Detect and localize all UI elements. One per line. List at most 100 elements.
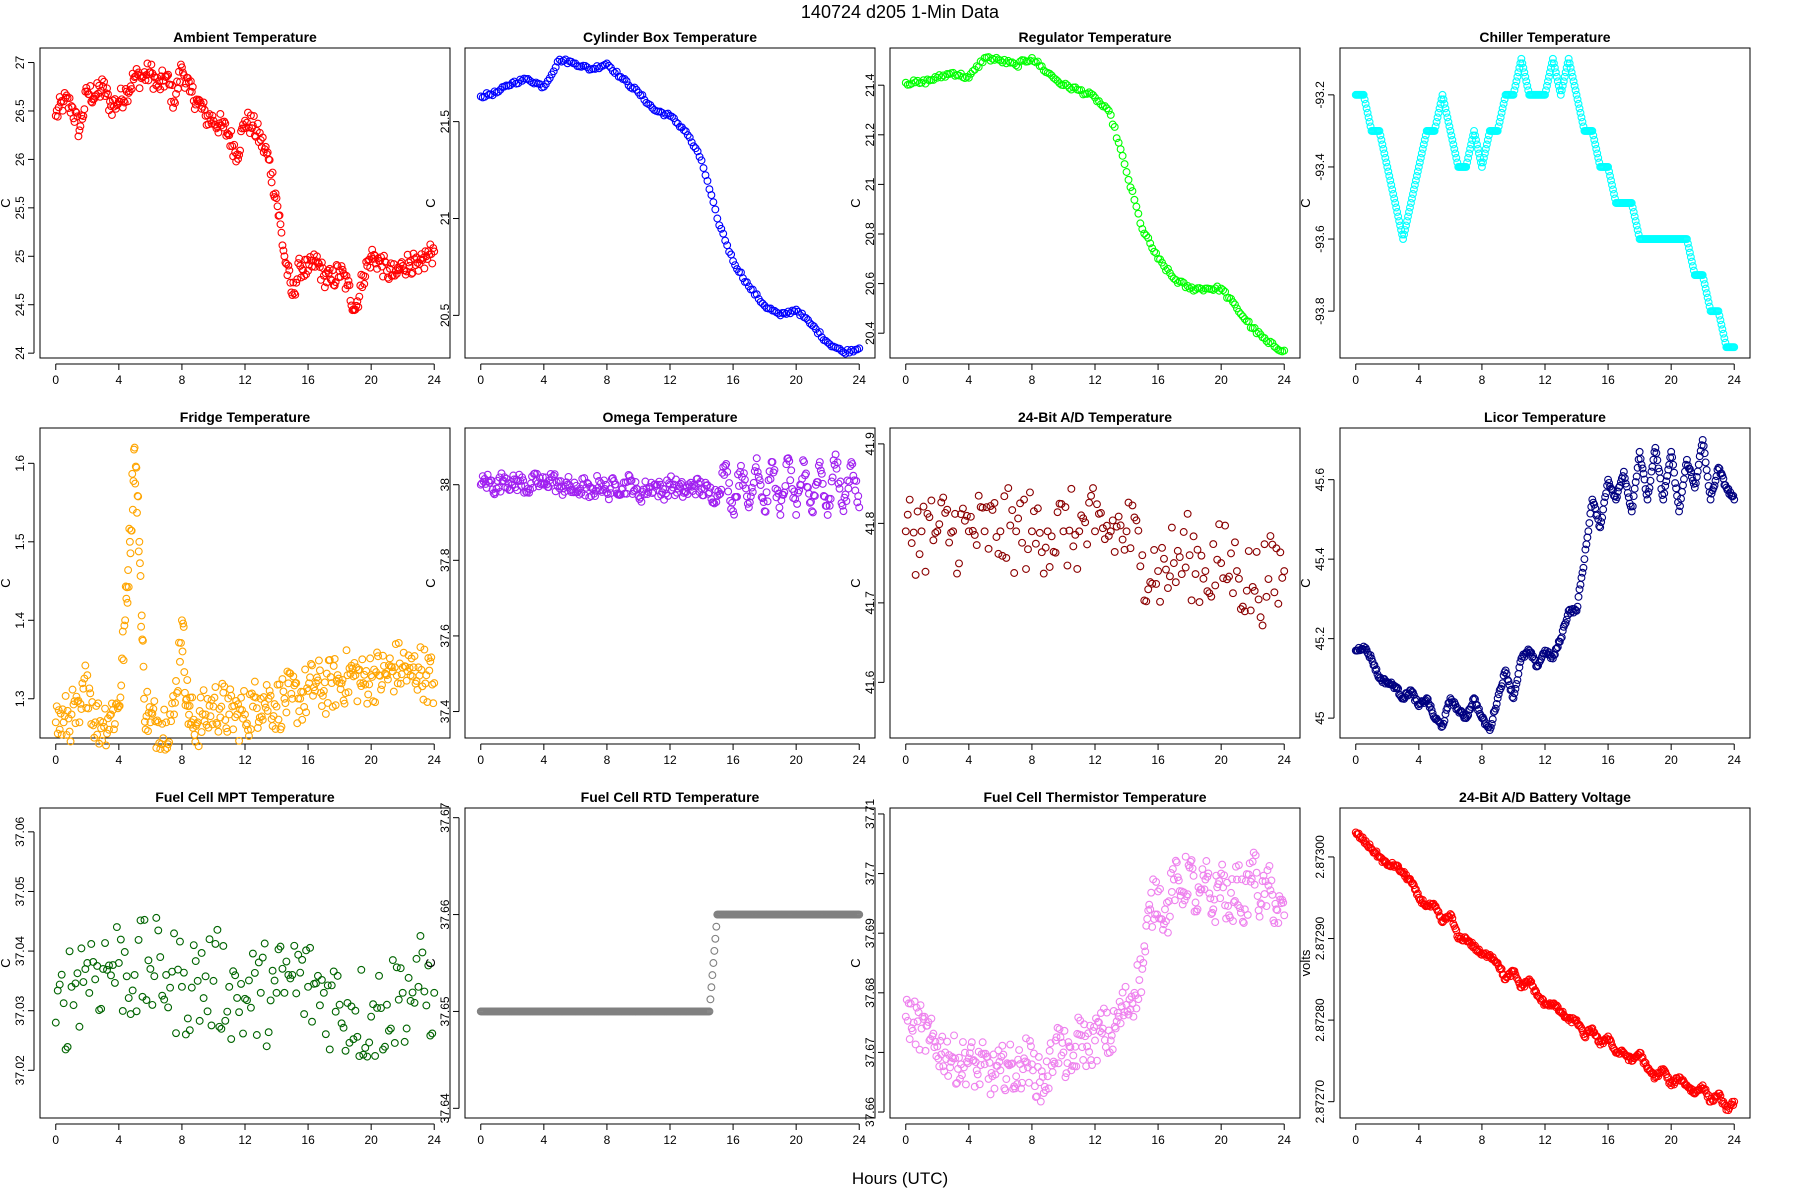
data-point-fill (208, 111, 217, 120)
plot-frame (1339, 807, 1751, 1119)
data-point-fill (384, 1026, 393, 1035)
data-point-fill (381, 1042, 389, 1051)
data-point-fill (400, 1037, 409, 1046)
data-point-fill (1139, 958, 1148, 967)
data-point-fill (325, 655, 334, 664)
data-point-fill (349, 672, 358, 681)
data-point-fill (1211, 284, 1220, 293)
data-point-fill (707, 191, 716, 200)
data-point-fill (1363, 108, 1372, 117)
y-tick-label: 41.6 (863, 670, 877, 694)
data-point-fill (1630, 484, 1639, 493)
data-point-fill (1034, 1052, 1043, 1061)
data-point (248, 121, 257, 130)
data-point (217, 702, 226, 711)
data-point-fill (1672, 484, 1681, 493)
data-point-fill (1050, 1059, 1059, 1068)
x-tick-label: 0 (52, 1133, 59, 1147)
data-point-fill (1175, 553, 1184, 562)
data-point-fill (711, 205, 720, 214)
data-point-fill (1668, 453, 1677, 462)
data-point-fill (124, 566, 133, 575)
data-point-fill (644, 488, 653, 496)
data-point-fill (110, 978, 119, 987)
data-point-fill (226, 685, 235, 694)
data-point-fill (291, 290, 300, 299)
data-point-fill (1006, 521, 1015, 530)
data-point-fill (223, 1007, 232, 1016)
data-point-fill (287, 689, 296, 698)
data-point-fill (276, 942, 285, 951)
data-point-fill (1498, 104, 1507, 113)
data-point-fill (346, 296, 355, 305)
data-point-fill (1120, 545, 1129, 554)
data-point-fill (57, 970, 66, 979)
data-point (1138, 551, 1147, 560)
data-point-fill (243, 996, 251, 1005)
data-point-fill (239, 714, 247, 723)
data-point-fill (1551, 68, 1560, 77)
data-point-fill (1496, 113, 1505, 122)
data-point-fill (103, 729, 111, 738)
data-point-fill (1208, 908, 1217, 917)
data-point-fill (80, 105, 89, 114)
data-point-fill (422, 1001, 431, 1010)
data-point-fill (417, 665, 426, 674)
data-point-fill (848, 460, 857, 468)
data-point-fill (405, 261, 414, 270)
data-point-fill (358, 655, 367, 664)
data-point-fill (1045, 563, 1054, 571)
data-point-fill (132, 463, 141, 472)
data-point-fill (196, 98, 205, 107)
data-point (1462, 163, 1471, 171)
data-point-fill (816, 466, 825, 475)
y-tick-label: 37.05 (13, 876, 27, 906)
data-point-fill (751, 463, 760, 472)
data-point-fill (903, 510, 912, 519)
data-point-fill (197, 949, 206, 957)
data-point-fill (988, 505, 997, 514)
data-point-fill (92, 701, 101, 710)
data-point-fill (156, 85, 165, 94)
data-point-fill (313, 676, 322, 685)
y-tick-label: 1.6 (13, 455, 27, 472)
data-point-fill (1492, 700, 1501, 708)
data-point-fill (806, 498, 814, 507)
y-tick-label: 24.5 (13, 293, 27, 317)
data-point-fill (242, 123, 250, 132)
data-point-fill (293, 719, 302, 728)
y-axis-label: C (848, 958, 863, 967)
data-point-fill (1061, 79, 1070, 88)
data-point-fill (1467, 140, 1476, 149)
data-point-fill (1129, 1012, 1138, 1021)
data-point-fill (1590, 500, 1599, 509)
data-point-fill (1108, 1045, 1117, 1054)
data-point-fill (426, 1031, 435, 1040)
data-point-fill (221, 716, 230, 725)
data-point-fill (1207, 910, 1216, 918)
data-point-fill (1019, 1065, 1028, 1074)
data-point (1106, 111, 1115, 119)
chart-title: Fuel Cell Thermistor Temperature (983, 789, 1206, 805)
y-tick-label: 24 (13, 346, 27, 360)
data-point-fill (914, 1008, 923, 1017)
data-point-fill (383, 273, 392, 282)
plot-frame (889, 47, 1301, 359)
data-point-fill (677, 478, 686, 486)
data-point-fill (1384, 167, 1393, 176)
data-point-fill (401, 662, 410, 671)
data-point-fill (1527, 648, 1536, 657)
data-point-fill (66, 737, 75, 746)
data-point-fill (71, 979, 80, 988)
data-point-fill (79, 978, 88, 986)
plot-frame (39, 427, 451, 739)
data-point (1232, 567, 1241, 576)
data-point-fill (1255, 912, 1264, 921)
data-point-fill (185, 710, 193, 719)
data-point (1272, 905, 1281, 914)
data-point (1706, 495, 1715, 504)
data-point-fill (1638, 464, 1647, 473)
data-point-fill (329, 967, 338, 976)
data-point-fill (1064, 1038, 1073, 1047)
data-point-fill (1234, 307, 1243, 316)
